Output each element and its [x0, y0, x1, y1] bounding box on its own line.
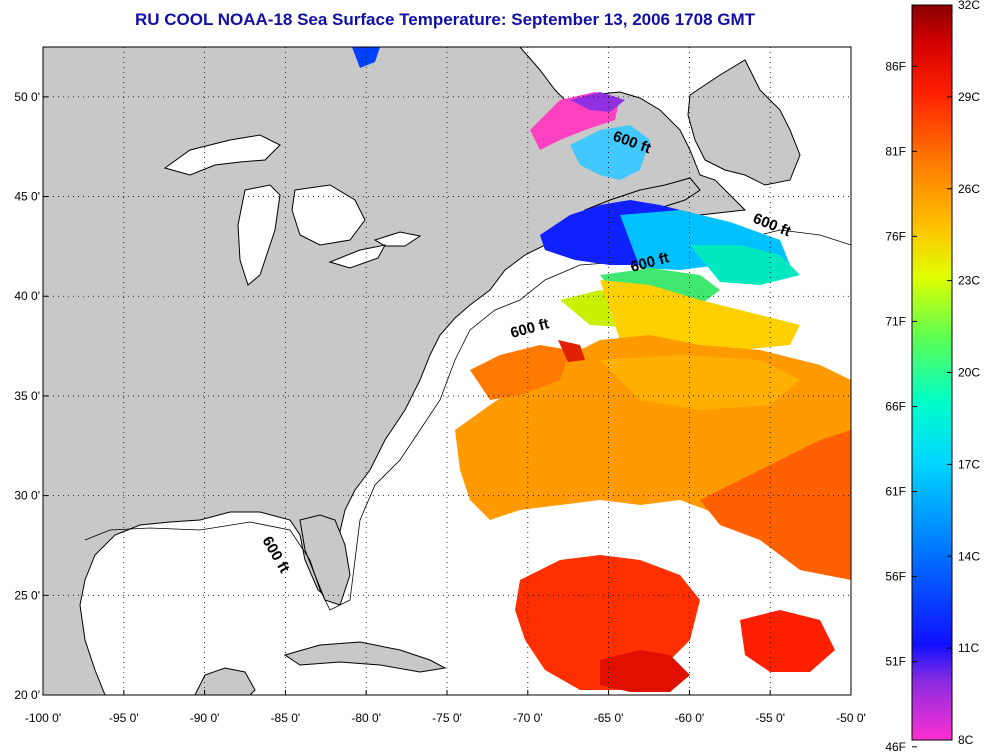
lake-superior — [163, 134, 281, 176]
colorbar-label-c: 29C — [958, 90, 980, 104]
colorbar-label-f: 66F — [885, 400, 906, 414]
lon-tick-label: -90 0' — [190, 711, 220, 725]
colorbar-label-f: 81F — [885, 144, 906, 158]
lon-tick-label: -80 0' — [351, 711, 381, 725]
colorbar-label-f: 71F — [885, 314, 906, 328]
colorbar-label-c: 11C — [958, 641, 979, 655]
lake-michigan-huron — [237, 184, 366, 286]
colorbar-ticks: 32C 29C 26C 23C 20C 17C 14C 11C 8C 86F 81F 76F 71F 66… — [885, 0, 980, 754]
lon-tick-label: -100 0' — [25, 711, 61, 725]
colorbar-label-c: 8C — [958, 733, 974, 747]
lat-tick-label: 40 0' — [14, 289, 40, 303]
colorbar-label-f: 46F — [885, 740, 906, 754]
colorbar-label-f: 76F — [885, 229, 906, 243]
lon-tick-label: -95 0' — [109, 711, 139, 725]
lat-tick-label: 30 0' — [14, 489, 40, 503]
land-florida — [299, 514, 351, 606]
lon-tick-label: -75 0' — [432, 711, 462, 725]
colorbar-label-c: 32C — [958, 0, 980, 12]
map-title: RU COOL NOAA-18 Sea Surface Temperature:… — [134, 10, 756, 29]
colorbar-label-c: 14C — [958, 549, 980, 563]
lon-axis: -100 0' -95 0' -90 0' -85 0' -80 0' -75 0' -70… — [25, 690, 866, 725]
colorbar-label-c: 20C — [958, 366, 980, 380]
lat-axis: 50 0' 45 0' 40 0' 35 0' 30 0' 25 0' 20 0' — [14, 90, 48, 702]
colorbar — [911, 4, 953, 741]
colorbar-label-c: 26C — [958, 182, 980, 196]
lat-tick-label: 20 0' — [14, 688, 40, 702]
lat-tick-label: 45 0' — [14, 190, 40, 204]
lon-tick-label: -50 0' — [836, 711, 866, 725]
lat-tick-label: 50 0' — [14, 90, 40, 104]
land-yucatan — [194, 667, 256, 695]
land-north-america — [43, 47, 747, 695]
sst-data — [352, 47, 851, 692]
colorbar-label-c: 23C — [958, 274, 980, 288]
colorbar-label-f: 61F — [885, 485, 906, 499]
lon-tick-label: -60 0' — [675, 711, 705, 725]
lat-tick-label: 35 0' — [14, 389, 40, 403]
lon-tick-label: -55 0' — [755, 711, 785, 725]
lon-tick-label: -70 0' — [513, 711, 543, 725]
lon-tick-label: -85 0' — [271, 711, 301, 725]
lat-lon-grid — [43, 47, 851, 695]
colorbar-label-f: 86F — [885, 59, 906, 73]
lon-tick-label: -65 0' — [594, 711, 624, 725]
colorbar-label-f: 56F — [885, 570, 906, 584]
land-cuba — [283, 641, 447, 673]
colorbar-label-c: 17C — [958, 457, 980, 471]
lake-erie-ontario — [328, 231, 422, 269]
land-newfoundland — [687, 59, 801, 186]
lat-tick-label: 25 0' — [14, 588, 40, 602]
colorbar-label-f: 51F — [885, 655, 906, 669]
